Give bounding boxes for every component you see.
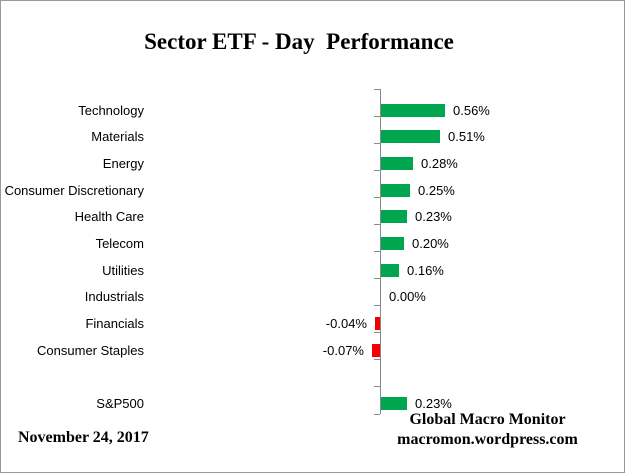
axis-tick bbox=[374, 386, 380, 388]
category-label: Utilities bbox=[102, 262, 144, 278]
positive-bar bbox=[381, 263, 399, 277]
axis-tick bbox=[374, 143, 380, 145]
value-label: 0.16% bbox=[407, 262, 444, 278]
brand-text: Global Macro Monitor macromon.wordpress.… bbox=[375, 410, 600, 450]
chart-title: Sector ETF - Day Performance bbox=[144, 29, 454, 54]
negative-bar bbox=[372, 343, 380, 357]
positive-bar bbox=[381, 210, 407, 224]
axis-tick bbox=[374, 278, 380, 280]
axis-tick bbox=[374, 359, 380, 361]
category-label: Industrials bbox=[84, 289, 144, 305]
date-label: November 24, 2017 bbox=[18, 429, 149, 446]
value-label: 0.25% bbox=[418, 182, 455, 198]
value-label: 0.20% bbox=[412, 236, 449, 251]
value-label: 0.56% bbox=[453, 102, 490, 118]
axis-tick bbox=[374, 305, 380, 307]
positive-bar bbox=[381, 237, 404, 250]
axis-tick bbox=[374, 116, 380, 118]
value-label: -0.07% bbox=[322, 342, 364, 358]
axis-tick bbox=[374, 170, 380, 172]
brand-line1: Global Macro Monitor bbox=[409, 411, 566, 428]
axis-tick bbox=[374, 251, 380, 253]
positive-bar bbox=[381, 183, 410, 197]
category-label: Materials bbox=[91, 129, 144, 145]
category-label: Health Care bbox=[74, 209, 144, 225]
positive-bar bbox=[381, 156, 413, 170]
category-label: Financials bbox=[85, 316, 144, 332]
category-label: Telecom bbox=[95, 236, 144, 251]
value-label: 0.00% bbox=[389, 289, 426, 305]
axis-tick bbox=[374, 413, 380, 415]
negative-bar bbox=[375, 317, 380, 331]
category-label: Consumer Discretionary bbox=[4, 182, 144, 198]
positive-bar bbox=[381, 103, 445, 117]
category-label: Energy bbox=[102, 155, 144, 171]
value-label: 0.23% bbox=[415, 209, 452, 225]
value-label: 0.23% bbox=[415, 396, 452, 412]
category-label: Consumer Staples bbox=[37, 342, 144, 358]
category-label: Technology bbox=[78, 102, 144, 118]
value-label: -0.04% bbox=[325, 316, 367, 332]
brand-line2: macromon.wordpress.com bbox=[397, 431, 578, 448]
value-label: 0.28% bbox=[421, 155, 458, 171]
positive-bar bbox=[381, 397, 407, 411]
positive-bar bbox=[381, 130, 440, 144]
category-label: S&P500 bbox=[96, 396, 144, 412]
axis-tick bbox=[374, 224, 380, 226]
y-axis-line bbox=[380, 89, 381, 414]
axis-tick bbox=[374, 332, 380, 334]
axis-tick bbox=[374, 89, 380, 90]
axis-tick bbox=[374, 197, 380, 199]
value-label: 0.51% bbox=[448, 129, 485, 145]
